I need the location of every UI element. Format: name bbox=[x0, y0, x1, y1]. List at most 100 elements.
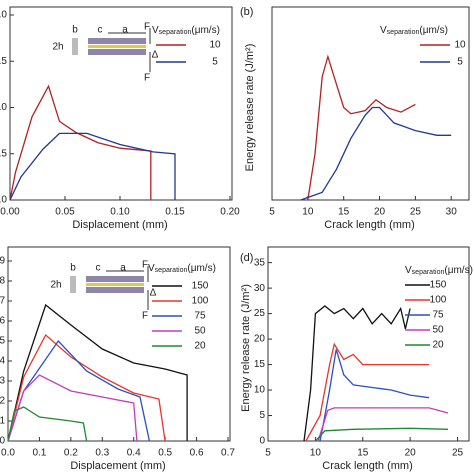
x-tick-label: 0.1 bbox=[32, 448, 46, 459]
x-tick-label: 10 bbox=[302, 207, 314, 218]
y-tick-label: 0.0 bbox=[0, 195, 7, 206]
legend-label: 5 bbox=[212, 57, 218, 68]
inset-label: Δ bbox=[152, 50, 159, 61]
y-tick-label: 2.0 bbox=[0, 10, 7, 21]
x-tick-label: 0.3 bbox=[95, 448, 109, 459]
legend-title-subscript: separation bbox=[159, 29, 192, 36]
y-tick-label: 9 bbox=[0, 256, 5, 267]
inset-arm bbox=[86, 287, 144, 293]
inset-label: a bbox=[122, 25, 128, 36]
data-line bbox=[317, 407, 449, 442]
legend-title-unit: (μm/s) bbox=[187, 263, 216, 274]
y-tick-label: 1.5 bbox=[0, 56, 7, 67]
legend-label: 100 bbox=[192, 296, 209, 307]
plot-frame bbox=[9, 6, 233, 201]
data-line bbox=[305, 342, 430, 442]
y-tick-label: 0 bbox=[0, 436, 5, 447]
data-line bbox=[314, 427, 449, 442]
legend-title-unit: (μm/s) bbox=[419, 25, 448, 36]
inset-label: F bbox=[144, 22, 150, 33]
y-tick-label: 1 bbox=[0, 416, 5, 427]
x-tick-label: 0.05 bbox=[55, 207, 75, 218]
x-tick-label: 25 bbox=[410, 207, 422, 218]
x-tick-label: 0.00 bbox=[0, 207, 20, 218]
legend-label: 150 bbox=[192, 281, 209, 292]
inset-label: b bbox=[72, 25, 78, 36]
legend-title-symbol: V bbox=[405, 265, 412, 276]
inset-grip bbox=[72, 38, 78, 55]
legend-title: Vseparation(μm/s) bbox=[152, 25, 220, 36]
x-tick-label: 0.20 bbox=[220, 207, 240, 218]
legend-label: 50 bbox=[194, 326, 206, 337]
legend-label: 10 bbox=[209, 40, 221, 51]
inset-label: F bbox=[142, 311, 148, 322]
legend-label: 75 bbox=[432, 310, 444, 321]
y-tick-label: 5 bbox=[259, 410, 265, 421]
inset-arm bbox=[88, 49, 146, 55]
legend-title-subscript: separation bbox=[387, 29, 420, 36]
plot-frame bbox=[267, 246, 470, 442]
x-tick-label: 15 bbox=[338, 207, 350, 218]
legend-title-subscript: separation bbox=[412, 269, 445, 276]
legend-title-symbol: V bbox=[152, 25, 159, 36]
inset-label: c bbox=[98, 25, 103, 36]
data-line bbox=[9, 132, 176, 201]
legend-label: 150 bbox=[430, 280, 447, 291]
x-tick-label: 0.2 bbox=[64, 448, 78, 459]
y-tick-label: 1.0 bbox=[0, 102, 7, 113]
x-axis-label: Crack length (mm) bbox=[324, 219, 414, 231]
inset-label: c bbox=[96, 263, 101, 274]
plot-frame bbox=[7, 246, 231, 442]
x-tick-label: 0.7 bbox=[221, 448, 235, 459]
x-tick-label: 0.4 bbox=[127, 448, 141, 459]
x-tick-label: 5 bbox=[265, 448, 271, 459]
x-tick-label: 15 bbox=[357, 448, 369, 459]
x-axis-label: Crack length (mm) bbox=[322, 460, 412, 472]
inset-label: a bbox=[120, 263, 126, 274]
data-line bbox=[7, 333, 166, 442]
x-tick-label: 0.5 bbox=[158, 448, 172, 459]
y-tick-label: 20 bbox=[254, 334, 266, 345]
y-axis-label: Energy release rate (J/m²) bbox=[244, 44, 256, 172]
inset-label: F bbox=[142, 260, 148, 271]
legend-title: Vseparation(μm/s) bbox=[380, 25, 448, 36]
x-tick-label: 0.15 bbox=[165, 207, 185, 218]
y-tick-label: 25 bbox=[254, 308, 266, 319]
data-line bbox=[303, 305, 411, 442]
x-tick-label: 20 bbox=[374, 207, 386, 218]
x-tick-label: 0.0 bbox=[1, 448, 15, 459]
y-tick-label: 3 bbox=[0, 376, 5, 387]
legend-title-symbol: V bbox=[380, 25, 387, 36]
y-tick-label: 2 bbox=[0, 396, 5, 407]
legend-label: 5 bbox=[457, 57, 463, 68]
x-tick-label: 0.6 bbox=[190, 448, 204, 459]
x-tick-label: 10 bbox=[310, 448, 322, 459]
x-axis-label: Displacement (mm) bbox=[72, 219, 167, 231]
plot-frame bbox=[271, 6, 470, 201]
legend-title: Vseparation(μm/s) bbox=[148, 263, 216, 274]
panel-label: (d) bbox=[240, 252, 253, 264]
data-line bbox=[300, 106, 452, 201]
x-tick-label: 25 bbox=[452, 448, 464, 459]
x-tick-label: 0.10 bbox=[110, 207, 130, 218]
inset-film bbox=[88, 45, 146, 48]
y-tick-label: 0 bbox=[259, 436, 265, 447]
legend-title-subscript: separation bbox=[155, 267, 188, 274]
y-axis-label: Energy release rate (J/m²) bbox=[240, 284, 252, 412]
data-line bbox=[9, 84, 152, 201]
y-tick-label: 0.5 bbox=[0, 148, 7, 159]
inset-label: b bbox=[70, 263, 76, 274]
inset-label: F bbox=[144, 73, 150, 84]
legend-title-symbol: V bbox=[148, 263, 155, 274]
legend-title-unit: (μm/s) bbox=[191, 25, 220, 36]
x-tick-label: 30 bbox=[446, 207, 458, 218]
y-tick-label: 35 bbox=[254, 257, 266, 268]
legend-label: 10 bbox=[454, 40, 466, 51]
y-tick-label: 30 bbox=[254, 283, 266, 294]
legend-label: 50 bbox=[432, 325, 444, 336]
y-tick-label: 5 bbox=[0, 336, 5, 347]
legend-title-unit: (μm/s) bbox=[444, 265, 473, 276]
y-tick-label: 4 bbox=[0, 356, 5, 367]
specimen-inset: b c a F 2h Δ F bbox=[50, 260, 156, 322]
inset-film bbox=[86, 283, 144, 286]
